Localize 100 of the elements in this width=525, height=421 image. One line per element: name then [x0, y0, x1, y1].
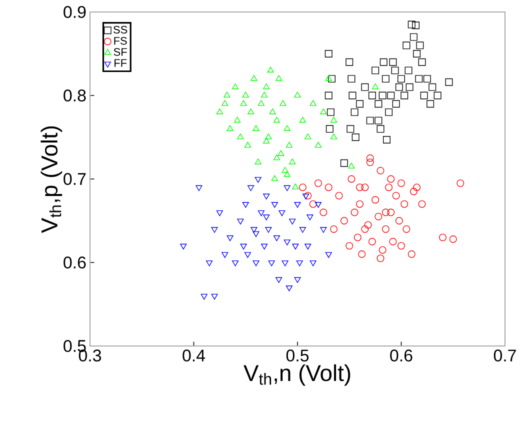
point [226, 235, 234, 242]
point [278, 210, 286, 216]
point [296, 260, 303, 266]
point [252, 231, 260, 238]
point [280, 100, 286, 106]
x-tick-label: 0.4 [182, 350, 206, 362]
point [348, 92, 356, 100]
point [410, 33, 418, 41]
point [263, 194, 270, 200]
y-tick-label: 0.8 [64, 90, 86, 102]
point [282, 260, 288, 266]
point [412, 22, 420, 30]
point [372, 83, 379, 90]
point [325, 75, 332, 81]
point [389, 238, 397, 246]
point [302, 194, 310, 200]
point [289, 158, 296, 164]
point [263, 138, 270, 144]
point [420, 92, 428, 100]
point [423, 75, 431, 83]
point [309, 200, 317, 208]
point [426, 100, 434, 108]
point [400, 92, 408, 100]
point [294, 277, 301, 283]
point [418, 200, 426, 208]
point [382, 208, 390, 216]
x-tick-label: 0.6 [390, 350, 412, 362]
point [211, 227, 218, 233]
point [352, 134, 360, 141]
point [240, 244, 247, 250]
point [340, 159, 348, 167]
point [258, 100, 264, 106]
point [346, 125, 354, 133]
point [268, 260, 275, 266]
point [346, 58, 354, 66]
point [361, 225, 369, 233]
point [284, 240, 290, 246]
point [324, 184, 332, 192]
point [180, 244, 187, 250]
point [254, 158, 262, 164]
point [252, 125, 260, 131]
point [356, 100, 364, 108]
point [320, 227, 327, 233]
point [348, 162, 355, 169]
point [374, 116, 382, 124]
point [348, 75, 356, 83]
point [361, 184, 369, 192]
point [415, 75, 423, 83]
point [456, 179, 464, 187]
point [292, 184, 299, 190]
point [261, 92, 268, 98]
point [211, 294, 218, 300]
point [242, 202, 249, 208]
point [389, 58, 397, 66]
point [304, 134, 312, 140]
point [366, 116, 374, 124]
point [320, 208, 328, 216]
point [413, 184, 421, 192]
point [284, 171, 290, 177]
point [248, 185, 254, 192]
point [310, 100, 316, 106]
point [328, 75, 336, 83]
point [304, 192, 312, 200]
point [244, 252, 251, 258]
y-tick-label: 0.6 [64, 256, 86, 268]
point [314, 202, 322, 208]
point [250, 75, 258, 81]
point [250, 227, 258, 233]
point [222, 252, 228, 258]
point [387, 92, 395, 100]
point [366, 158, 374, 166]
point [252, 260, 260, 266]
point [222, 100, 228, 106]
point [374, 100, 382, 108]
x-axis-title: V$_{th}$,n (Volt) [244, 364, 350, 386]
point [232, 83, 239, 90]
point [324, 92, 332, 100]
point [265, 134, 272, 140]
point [395, 83, 403, 91]
point [378, 92, 386, 100]
point [418, 58, 426, 66]
point [294, 92, 301, 98]
point [449, 235, 457, 243]
point [234, 116, 241, 123]
legend-label: SS [114, 26, 128, 34]
point [306, 214, 314, 220]
point [392, 100, 400, 108]
point [284, 185, 290, 192]
point [385, 108, 393, 116]
point [358, 250, 366, 258]
point [261, 244, 268, 250]
point [242, 92, 249, 98]
point [237, 134, 244, 140]
point [354, 234, 362, 242]
point [385, 184, 393, 192]
point [376, 166, 384, 174]
point [356, 184, 364, 192]
point [263, 214, 270, 220]
point [294, 202, 301, 208]
point [244, 142, 251, 148]
